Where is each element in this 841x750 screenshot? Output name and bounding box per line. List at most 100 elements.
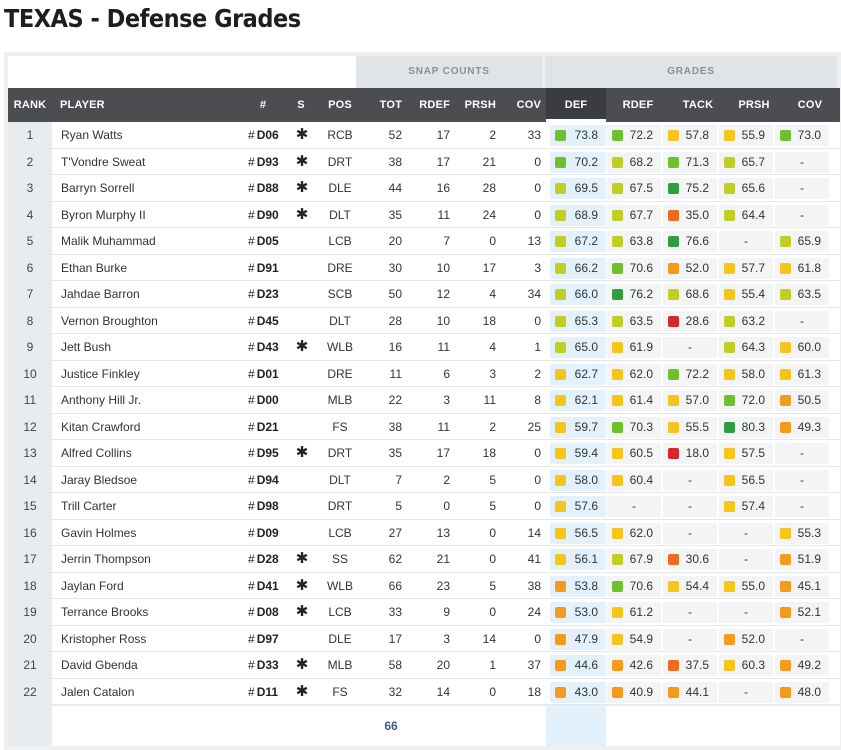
grade-color-swatch <box>780 368 791 380</box>
table-row[interactable]: 8 Vernon Broughton # D45 DLT 28 10 18 0 65.3 63.5 2… <box>8 307 840 334</box>
col-header-pos[interactable]: POS <box>328 99 352 111</box>
table-row[interactable]: 5 Malik Muhammad # D05 LCB 20 7 0 13 67.2 63.8 76.6… <box>8 228 840 255</box>
player-name-link[interactable]: T'Vondre Sweat <box>61 154 146 169</box>
grade-def-cell: 47.9 <box>550 628 606 650</box>
grade-color-swatch <box>780 236 791 247</box>
jersey-number-value: D00 <box>256 393 279 407</box>
player-name-link[interactable]: Barryn Sorrell <box>61 181 135 195</box>
table-row[interactable]: 4 Byron Murphy II # D90 ✱ DLT 35 11 24 0 68.9 67.7 3… <box>8 201 840 228</box>
snap-tot-cell: 32 <box>388 684 402 699</box>
jersey-number: # D28 <box>248 552 279 566</box>
col-header-cov[interactable]: COV <box>516 99 541 111</box>
table-row[interactable]: 7 Jahdae Barron # D23 SCB 50 12 4 34 66.0 76.2 68.6… <box>8 281 840 308</box>
player-name-link[interactable]: Jaylan Ford <box>61 578 124 593</box>
table-row[interactable]: 9 Jett Bush # D43 ✱ WLB 16 11 4 1 65.0 61.9 - 64.3 60.… <box>8 334 840 361</box>
player-name-link[interactable]: Justice Finkley <box>61 366 140 381</box>
col-header-grade-prsh[interactable]: PRSH <box>738 99 770 111</box>
col-header-rdef[interactable]: RDEF <box>419 99 450 111</box>
snap-rdef-cell: 21 <box>436 552 450 566</box>
grade-tack-cell: 68.6 <box>663 284 717 305</box>
player-name-link[interactable]: Kitan Crawford <box>61 419 141 434</box>
player-name-link[interactable]: Ryan Watts <box>61 128 123 142</box>
table-row[interactable]: 19 Terrance Brooks # D08 ✱ LCB 33 9 0 24 53.0 61.2 -… <box>8 599 840 626</box>
player-name-link[interactable]: Malik Muhammad <box>61 234 156 248</box>
grade-empty: - <box>744 552 748 566</box>
grade-value: 44.6 <box>574 658 598 672</box>
col-header-grade-cov[interactable]: COV <box>797 99 823 111</box>
grade-empty: - <box>744 234 748 248</box>
grade-value: 65.7 <box>741 154 765 169</box>
position-cell: DRE <box>327 260 353 275</box>
table-row[interactable]: 22 Jalen Catalon # D11 ✱ FS 32 14 0 18 43.0 40.9 44.… <box>8 678 840 705</box>
table-row[interactable]: 11 Anthony Hill Jr. # D00 MLB 22 3 11 8 62.1 61.4 5… <box>8 387 840 414</box>
grade-color-swatch <box>668 554 679 565</box>
player-name-link[interactable]: Anthony Hill Jr. <box>61 393 142 407</box>
grade-value: 62.0 <box>629 525 653 540</box>
grade-color-swatch <box>780 686 791 698</box>
grade-value: 71.3 <box>685 154 709 169</box>
player-name-link[interactable]: Jerrin Thompson <box>61 552 151 566</box>
player-name-link[interactable]: Alfred Collins <box>61 446 132 460</box>
grade-color-swatch <box>612 342 623 353</box>
table-row[interactable]: 17 Jerrin Thompson # D28 ✱ SS 62 21 0 41 56.1 67.9 3… <box>8 546 840 573</box>
grade-def-cell: 65.0 <box>550 337 606 358</box>
table-row[interactable]: 20 Kristopher Ross # D97 DLE 17 3 14 0 47.9 54.9 - 5… <box>8 625 840 652</box>
starter-icon: ✱ <box>295 444 309 461</box>
snap-rdef-cell: 10 <box>436 260 450 275</box>
player-name-link[interactable]: Jahdae Barron <box>61 287 140 301</box>
player-name-link[interactable]: Gavin Holmes <box>61 525 137 540</box>
table-row[interactable]: 6 Ethan Burke # D91 DRE 30 10 17 3 66.2 70.6 52.0 57… <box>8 254 840 281</box>
player-name-link[interactable]: Trill Carter <box>61 499 117 513</box>
table-row[interactable]: 1 Ryan Watts # D06 ✱ RCB 52 17 2 33 73.8 72.2 57.8 55… <box>8 122 840 149</box>
jersey-number: # D00 <box>248 393 279 407</box>
player-name-link[interactable]: David Gbenda <box>61 658 138 672</box>
player-name-link[interactable]: Byron Murphy II <box>61 207 146 222</box>
col-header-prsh[interactable]: PRSH <box>464 99 496 111</box>
grade-tack-cell: 71.3 <box>663 151 717 173</box>
grade-value: 61.2 <box>629 605 653 619</box>
player-name-link[interactable]: Kristopher Ross <box>61 631 147 646</box>
table-row[interactable]: 21 David Gbenda # D33 ✱ MLB 58 20 1 37 44.6 42.6 37.… <box>8 652 840 679</box>
table-row[interactable]: 3 Barryn Sorrell # D88 ✱ DLE 44 16 28 0 69.5 67.5 75… <box>8 175 840 202</box>
rank-cell: 6 <box>8 254 52 280</box>
table-row[interactable]: 13 Alfred Collins # D95 ✱ DRT 35 17 18 0 59.4 60.5 1… <box>8 440 840 467</box>
position-cell: MLB <box>327 658 353 672</box>
col-header-s[interactable]: S <box>297 99 305 111</box>
starter-icon: ✱ <box>295 152 309 170</box>
grade-empty: - <box>800 499 804 513</box>
table-row[interactable]: 12 Kitan Crawford # D21 FS 38 11 2 25 59.7 70.3 55.… <box>8 413 840 440</box>
grade-value: 60.5 <box>629 446 653 460</box>
player-name-link[interactable]: Jett Bush <box>61 340 112 354</box>
col-header-rank[interactable]: RANK <box>13 99 47 111</box>
table-row[interactable]: 10 Justice Finkley # D01 DRE 11 6 3 2 62.7 62.0 72.… <box>8 360 840 387</box>
table-row[interactable]: 14 Jaray Bledsoe # D94 DLT 7 2 5 0 58.0 60.4 - 56.5 - <box>8 466 840 493</box>
snap-tot-cell: 44 <box>388 181 402 195</box>
snap-rdef-cell: 2 <box>443 472 450 487</box>
col-header-grade-def[interactable]: DEF <box>546 88 606 122</box>
grade-value: 62.7 <box>574 366 598 381</box>
grade-color-swatch <box>612 315 623 327</box>
jersey-number-value: D41 <box>256 578 279 593</box>
starter-icon <box>288 228 316 254</box>
grade-tack-cell: 28.6 <box>663 310 717 332</box>
player-name-link[interactable]: Ethan Burke <box>61 260 128 275</box>
jersey-number-value: D91 <box>256 260 279 275</box>
col-header-tot[interactable]: TOT <box>379 99 402 111</box>
grade-color-swatch <box>668 262 679 274</box>
player-name-link[interactable]: Terrance Brooks <box>61 605 149 619</box>
player-name-link[interactable]: Jaray Bledsoe <box>61 472 138 487</box>
col-header-number[interactable]: # <box>259 99 267 111</box>
player-name-link[interactable]: Vernon Broughton <box>61 313 158 328</box>
col-header-grade-tack[interactable]: TACK <box>682 99 714 111</box>
table-row[interactable]: 2 T'Vondre Sweat # D93 ✱ DRT 38 17 21 0 70.2 68.2 71… <box>8 148 840 175</box>
position-cell: FS <box>332 684 348 699</box>
table-row[interactable]: 16 Gavin Holmes # D09 LCB 27 13 0 14 56.5 62.0 - - 55… <box>8 519 840 546</box>
col-header-player[interactable]: PLAYER <box>60 99 105 111</box>
snap-cov-cell: 24 <box>527 605 541 619</box>
player-name-link[interactable]: Jalen Catalon <box>61 684 135 699</box>
grade-value: 69.5 <box>574 181 598 195</box>
table-row[interactable]: 15 Trill Carter # D98 DRT 5 0 5 0 57.6 - - 57.4 - <box>8 493 840 520</box>
jersey-number-value: D08 <box>256 605 279 619</box>
col-header-grade-rdef[interactable]: RDEF <box>622 99 654 111</box>
table-row[interactable]: 18 Jaylan Ford # D41 ✱ WLB 66 23 5 38 53.8 70.6 54.4… <box>8 572 840 599</box>
